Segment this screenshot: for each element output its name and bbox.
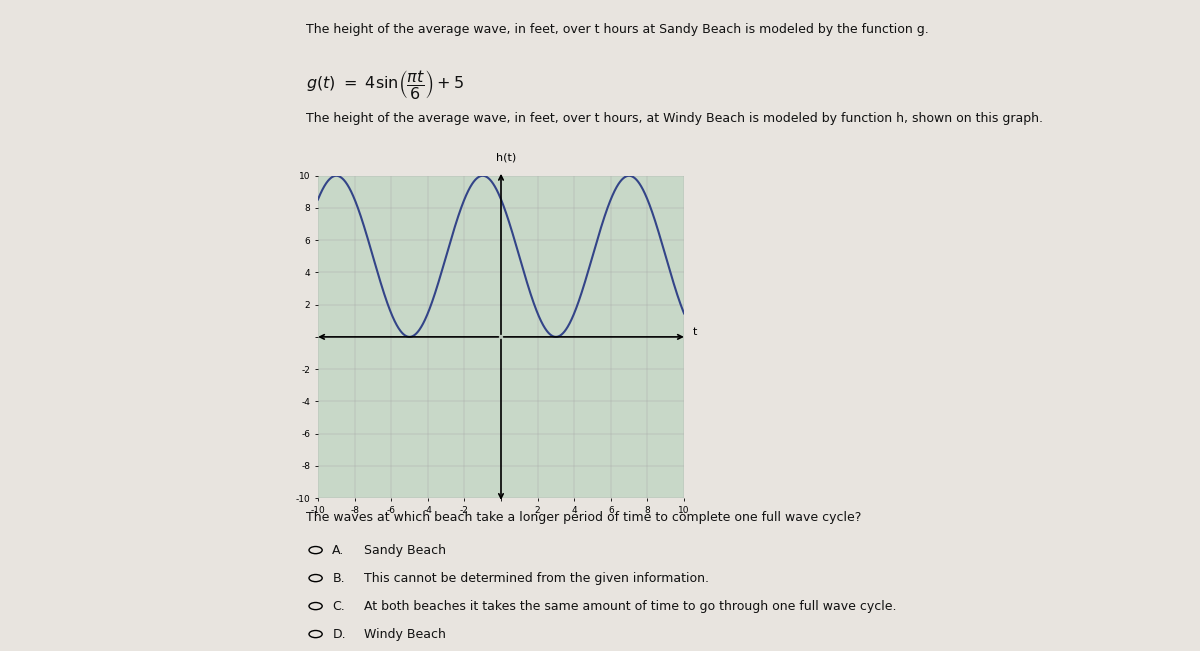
Text: Windy Beach: Windy Beach	[364, 628, 445, 641]
Text: $g(t)\ =\ 4\sin\!\left(\dfrac{\pi t}{6}\right) + 5$: $g(t)\ =\ 4\sin\!\left(\dfrac{\pi t}{6}\…	[306, 68, 464, 102]
Text: D.: D.	[332, 628, 346, 641]
Text: The height of the average wave, in feet, over t hours at Sandy Beach is modeled : The height of the average wave, in feet,…	[306, 23, 929, 36]
Text: B.: B.	[332, 572, 346, 585]
Text: A.: A.	[332, 544, 344, 557]
Text: Sandy Beach: Sandy Beach	[364, 544, 445, 557]
Text: At both beaches it takes the same amount of time to go through one full wave cyc: At both beaches it takes the same amount…	[364, 600, 896, 613]
Text: This cannot be determined from the given information.: This cannot be determined from the given…	[364, 572, 708, 585]
Text: The waves at which beach take a longer period of time to complete one full wave : The waves at which beach take a longer p…	[306, 511, 862, 524]
Text: The height of the average wave, in feet, over t hours, at Windy Beach is modeled: The height of the average wave, in feet,…	[306, 112, 1043, 125]
Text: h(t): h(t)	[497, 153, 517, 163]
Text: C.: C.	[332, 600, 346, 613]
Text: t: t	[694, 327, 697, 337]
